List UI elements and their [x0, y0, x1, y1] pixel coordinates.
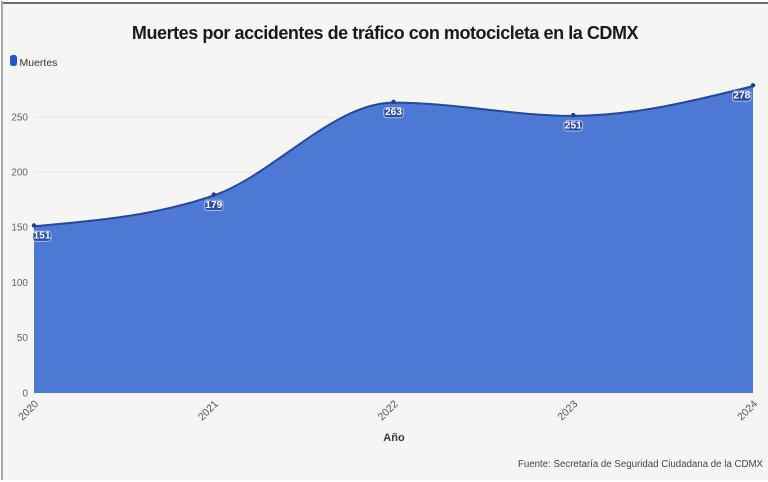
- svg-text:2024: 2024: [735, 398, 760, 423]
- svg-text:251: 251: [565, 120, 582, 131]
- svg-text:263: 263: [385, 107, 402, 118]
- svg-text:2021: 2021: [196, 398, 221, 423]
- svg-text:2023: 2023: [555, 398, 580, 423]
- svg-text:0: 0: [22, 388, 28, 399]
- svg-text:151: 151: [34, 231, 51, 242]
- svg-text:2022: 2022: [376, 398, 401, 423]
- svg-text:2020: 2020: [16, 398, 41, 423]
- svg-text:100: 100: [11, 278, 28, 289]
- svg-text:200: 200: [11, 168, 28, 179]
- svg-text:50: 50: [17, 333, 29, 344]
- svg-text:250: 250: [11, 112, 28, 123]
- svg-text:278: 278: [733, 91, 750, 102]
- svg-text:179: 179: [205, 200, 222, 211]
- svg-text:150: 150: [11, 223, 28, 234]
